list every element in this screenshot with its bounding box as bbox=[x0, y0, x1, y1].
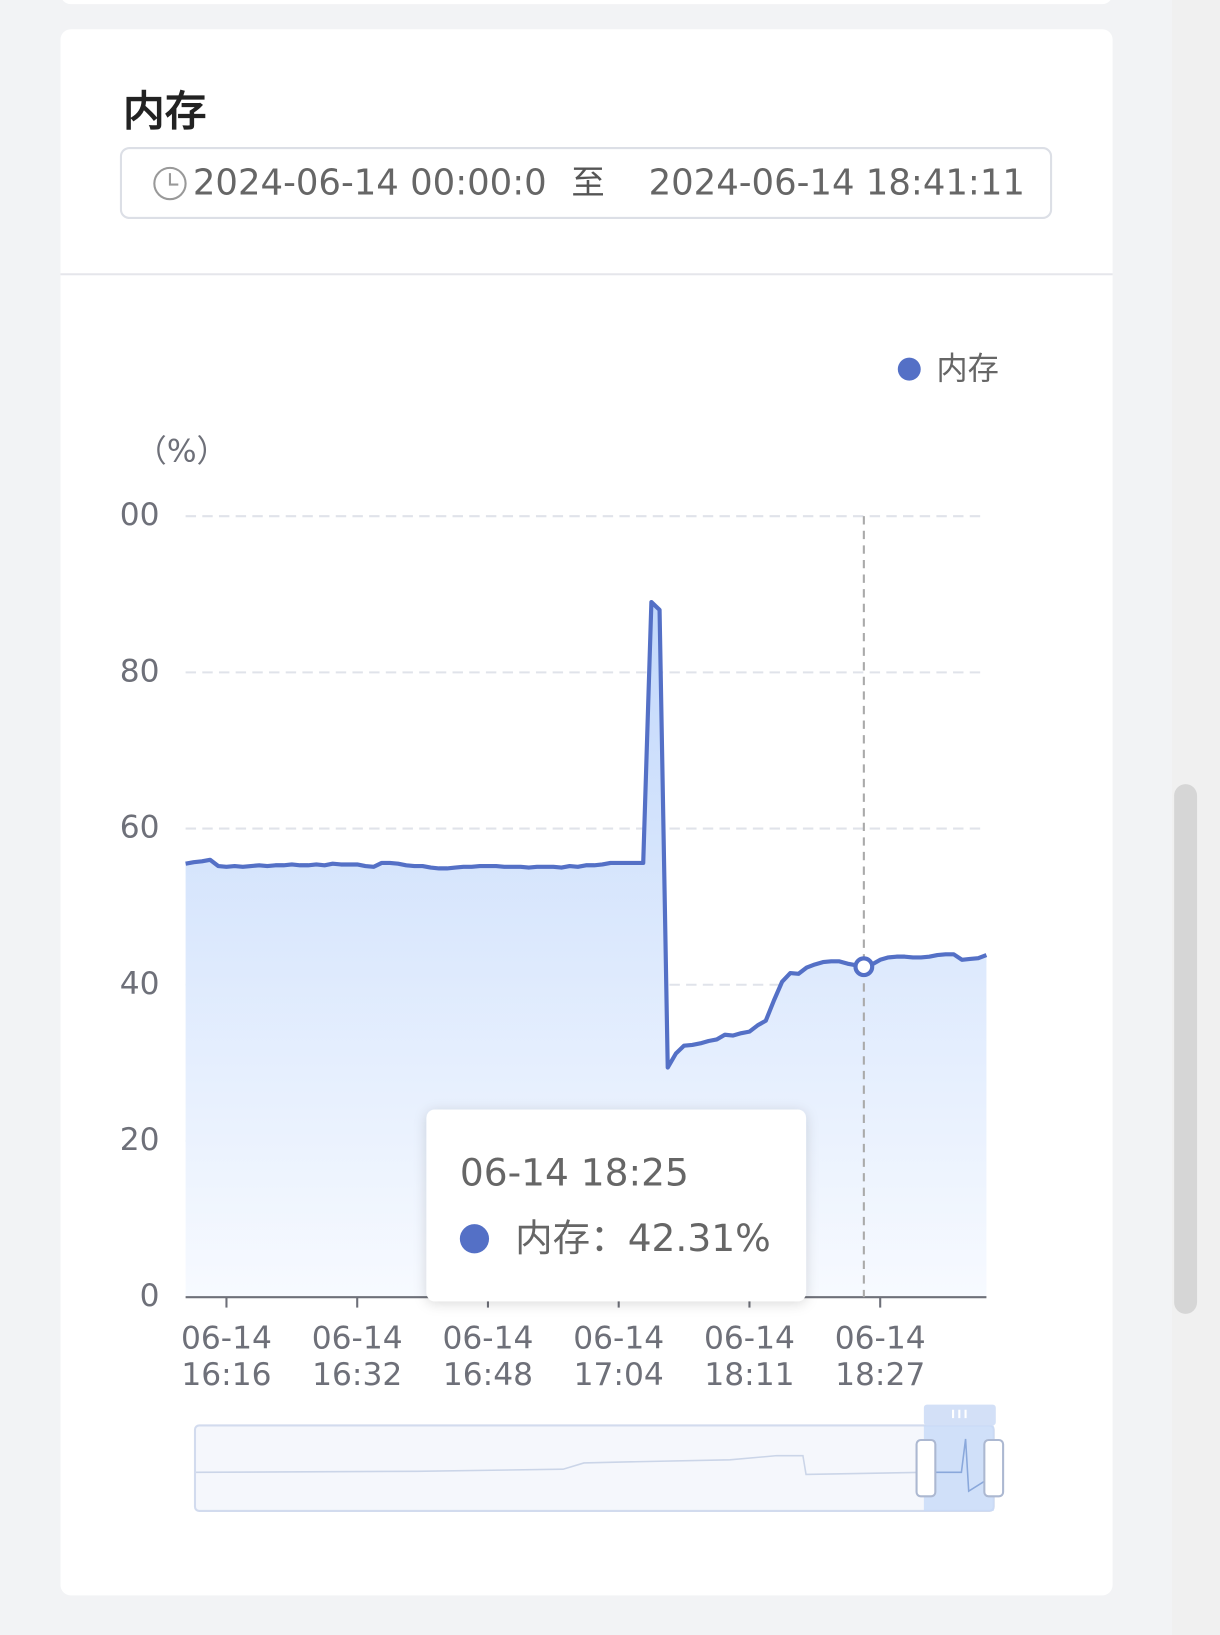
y-tick-label: 100 bbox=[100, 497, 160, 533]
card-title: 内存 bbox=[123, 87, 206, 136]
scroll-thumb[interactable] bbox=[1174, 784, 1198, 1314]
legend-dot bbox=[897, 357, 921, 381]
date-range[interactable] bbox=[119, 147, 1053, 219]
tooltip-text: 内存：42.31% bbox=[515, 1215, 771, 1259]
highlight-point bbox=[853, 956, 875, 978]
x-tick-label: 06-14 18:27 bbox=[834, 1320, 926, 1394]
y-tick-label: 60 bbox=[120, 810, 160, 846]
slider-grip bbox=[952, 1409, 967, 1419]
y-tick-label: 80 bbox=[120, 653, 160, 689]
legend-label: 内存 bbox=[936, 351, 999, 387]
slider-track bbox=[193, 1424, 995, 1512]
tooltip bbox=[426, 1109, 807, 1302]
y-tick-label: 0 bbox=[140, 1278, 160, 1314]
zoom-slider[interactable] bbox=[193, 1404, 1005, 1512]
tooltip-dot bbox=[459, 1224, 490, 1254]
slider-preview bbox=[196, 1454, 924, 1476]
slider-selection-preview bbox=[934, 1438, 986, 1493]
y-tick-labels: 0 20 40 60 80 100 bbox=[100, 497, 160, 1314]
end-date: 2024-06-14 18:41:11 bbox=[649, 163, 1025, 204]
tooltip-name: 内存 bbox=[515, 1215, 590, 1259]
tooltip-value: 42.31% bbox=[628, 1215, 771, 1259]
x-tick-label: 06-14 18:11 bbox=[703, 1320, 795, 1394]
slider-handle-left[interactable] bbox=[915, 1438, 937, 1498]
slider-handle-right[interactable] bbox=[983, 1438, 1005, 1498]
y-axis-label: （%） bbox=[136, 434, 228, 470]
x-tick-label: 06-14 16:32 bbox=[311, 1320, 403, 1394]
x-tick-label: 06-14 17:04 bbox=[573, 1320, 665, 1394]
y-tick-label: 40 bbox=[120, 966, 160, 1002]
prev-card bbox=[62, 0, 1111, 5]
clock-hands bbox=[168, 173, 179, 186]
line bbox=[185, 599, 988, 1070]
range-separator: 至 bbox=[571, 163, 604, 202]
tooltip-sep: ： bbox=[590, 1215, 628, 1259]
tooltip-title: 06-14 18:25 bbox=[460, 1151, 689, 1195]
x-tick-label: 06-14 16:48 bbox=[442, 1320, 534, 1394]
y-tick-label: 20 bbox=[120, 1122, 160, 1158]
x-tick-label: 06-14 16:16 bbox=[180, 1320, 272, 1394]
clock-icon bbox=[153, 166, 187, 201]
start-date: 2024-06-14 00:00:0 bbox=[193, 163, 547, 204]
